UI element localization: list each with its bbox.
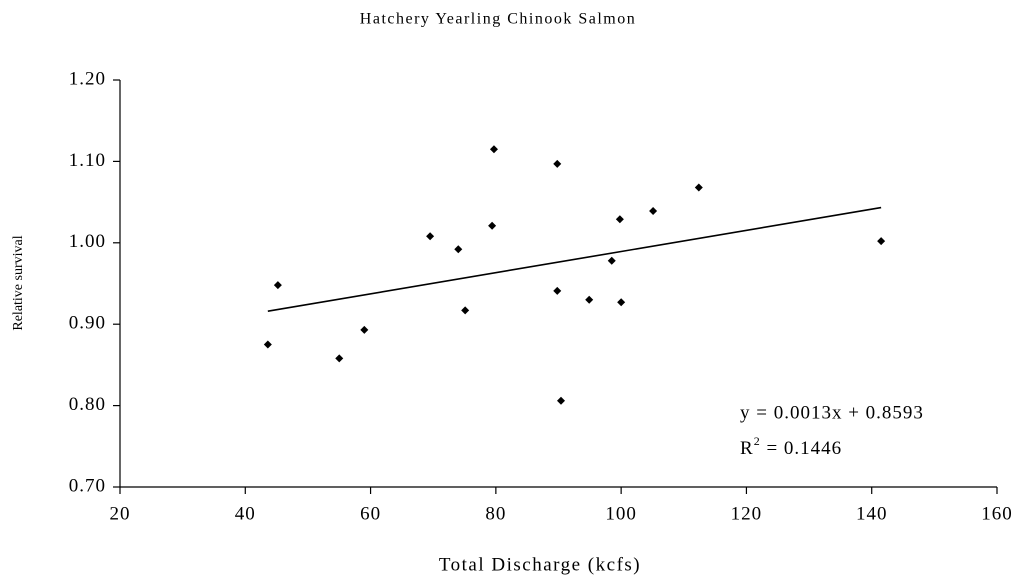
y-tick-label: 0.90 [69, 313, 106, 334]
y-tick-label: 1.00 [69, 231, 106, 252]
x-tick-label: 100 [605, 503, 637, 524]
trendline [267, 206, 882, 312]
x-tick-label: 20 [110, 503, 131, 524]
r-squared: R2 = 0.1446 [740, 434, 842, 460]
point [488, 221, 497, 230]
r-squared-sup: 2 [754, 434, 761, 448]
x-tick-label: 60 [360, 503, 381, 524]
x-tick-label: 160 [981, 503, 1013, 524]
point [489, 145, 498, 154]
equation: y = 0.0013x + 0.8593 [740, 402, 924, 423]
y-tick-label: 0.70 [69, 475, 106, 496]
point [694, 183, 703, 192]
point [877, 237, 886, 246]
point [585, 295, 594, 304]
point [607, 256, 616, 265]
point [553, 286, 562, 295]
x-tick-label: 140 [856, 503, 888, 524]
point [461, 306, 470, 315]
point [553, 159, 562, 168]
point [649, 207, 658, 216]
x-axis-label: Total Discharge (kcfs) [439, 554, 641, 575]
r-squared-rest: = 0.1446 [761, 438, 842, 459]
r-squared-base: R [740, 438, 754, 459]
point [426, 232, 435, 241]
x-tick-label: 80 [485, 503, 506, 524]
point [557, 396, 566, 405]
y-axis-label: Relative survival [11, 235, 26, 330]
y-tick-label: 1.10 [69, 150, 106, 171]
chart-title: Hatchery Yearling Chinook Salmon [360, 11, 636, 28]
x-tick-label: 40 [235, 503, 256, 524]
point [617, 298, 626, 307]
point [273, 281, 282, 290]
point [335, 354, 344, 363]
y-tick-label: 1.20 [69, 68, 106, 89]
point [360, 325, 369, 334]
point [454, 245, 463, 254]
x-tick-label: 120 [731, 503, 763, 524]
point [263, 340, 272, 349]
point [615, 215, 624, 224]
y-tick-label: 0.80 [69, 394, 106, 415]
